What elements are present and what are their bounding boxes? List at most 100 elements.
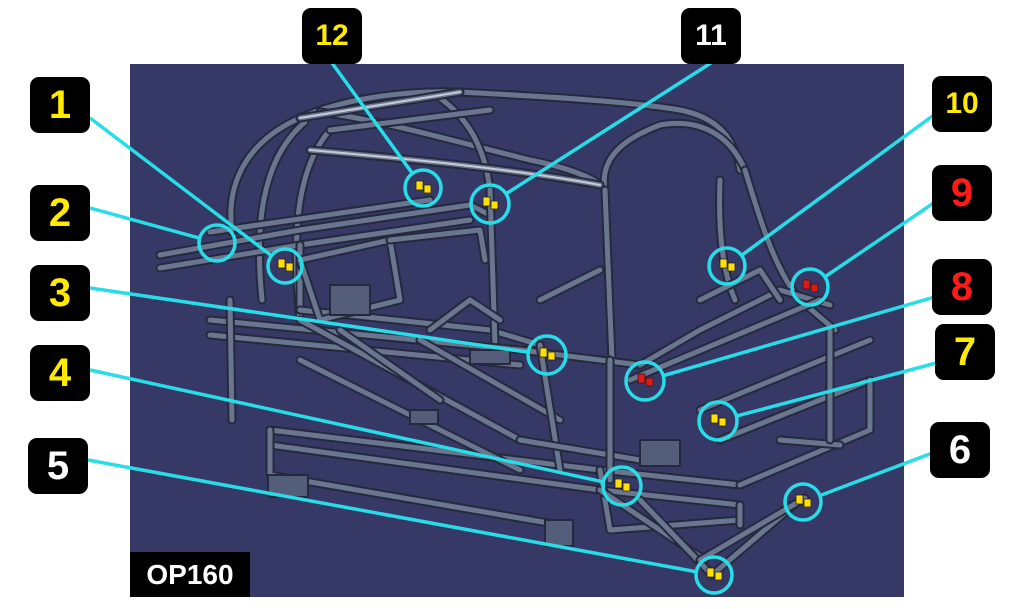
marker-12 — [415, 180, 432, 194]
frame-tube — [317, 109, 608, 193]
frame-tube — [437, 95, 493, 193]
frame-tube — [637, 287, 833, 368]
callout-circle-3 — [526, 334, 568, 376]
leader-line-8 — [662, 294, 939, 378]
marker-block — [714, 571, 723, 581]
marker-block — [802, 279, 811, 290]
marker-8 — [637, 373, 654, 387]
marker-block — [727, 262, 736, 272]
callout-badge-6: 6 — [930, 422, 990, 478]
callout-badge-10: 10 — [932, 76, 992, 132]
frame-tube — [717, 377, 873, 443]
leader-line-2 — [89, 206, 201, 240]
leader-line-11 — [505, 61, 712, 196]
marker-block — [645, 377, 654, 387]
frame-tube — [737, 377, 873, 488]
frame-tube — [157, 202, 493, 258]
frame-tube — [297, 237, 403, 323]
marker-block — [547, 351, 556, 361]
callout-badge-3: 3 — [30, 265, 90, 321]
frame-tube — [327, 107, 493, 133]
frame-tube — [627, 297, 823, 383]
frame-tube — [697, 337, 873, 413]
marker-10 — [719, 258, 736, 272]
callout-circle-8 — [624, 360, 666, 402]
callout-badge-2: 2 — [30, 185, 90, 241]
leader-line-10 — [740, 110, 940, 257]
callout-badge-9: 9 — [932, 165, 992, 221]
frame-bracket — [329, 284, 371, 316]
leader-line-1 — [88, 116, 273, 258]
marker-3 — [539, 347, 556, 361]
marker-block — [795, 494, 804, 505]
marker-block — [706, 567, 715, 578]
marker-block — [490, 200, 499, 210]
leader-line-3 — [89, 286, 529, 354]
callout-circle-6 — [783, 482, 823, 522]
frame-tube — [337, 327, 443, 403]
callout-badge-11: 11 — [681, 8, 741, 64]
callout-circle-10 — [707, 246, 747, 286]
marker-block — [277, 258, 286, 269]
leader-line-12 — [330, 61, 414, 175]
marker-block — [803, 498, 812, 508]
marker-block — [718, 417, 727, 427]
frame-highlight — [309, 149, 601, 186]
frame-bracket — [639, 439, 681, 467]
leader-line-9 — [823, 198, 939, 279]
frame-tube — [256, 119, 308, 303]
frame-tube — [387, 227, 488, 263]
frame-bracket — [409, 409, 439, 425]
marker-block — [622, 482, 631, 492]
frame-tube — [697, 267, 783, 303]
frame-tube — [207, 197, 433, 235]
leader-line-5 — [87, 458, 697, 574]
leader-line-7 — [735, 360, 941, 418]
frame-tube — [601, 121, 748, 193]
marker-block — [614, 478, 623, 489]
vehicle-frame — [155, 87, 875, 580]
callout-badge-7: 7 — [935, 324, 995, 380]
marker-block — [285, 262, 294, 272]
marker-block — [539, 347, 548, 358]
leader-lines — [87, 61, 941, 595]
callout-badge-1: 1 — [30, 77, 90, 133]
leader-line-6 — [819, 450, 936, 498]
callout-badge-8: 8 — [932, 259, 992, 315]
callout-circle-2 — [197, 223, 237, 263]
frame-bracket — [469, 349, 511, 365]
marker-block — [710, 413, 719, 424]
marker-7 — [710, 413, 727, 427]
callout-badge-4: 4 — [30, 345, 90, 401]
marker-11 — [482, 196, 499, 210]
frame-bracket — [544, 519, 574, 547]
marker-block — [637, 373, 646, 384]
frame-highlight — [299, 91, 461, 119]
frame-tube — [537, 267, 603, 303]
callout-badge-5: 5 — [28, 438, 88, 494]
operation-label: OP160 — [130, 552, 250, 597]
callout-circle-4 — [601, 465, 643, 507]
marker-block — [415, 180, 424, 191]
frame-tube — [417, 337, 563, 423]
callout-badge-12: 12 — [302, 8, 362, 64]
callout-circle-11 — [469, 183, 511, 225]
frame-tube — [427, 297, 503, 333]
callout-circle-1 — [266, 247, 304, 285]
marker-block — [810, 283, 819, 293]
marker-4 — [614, 478, 631, 492]
frame-tube — [602, 187, 615, 363]
callout-circle-5 — [694, 555, 734, 595]
marker-block — [423, 184, 432, 194]
leader-line-4 — [89, 368, 604, 484]
callout-circle-12 — [403, 168, 443, 208]
marker-6 — [795, 494, 812, 508]
marker-block — [482, 196, 491, 207]
callout-circle-9 — [790, 267, 830, 307]
frame-tube — [517, 437, 643, 463]
frame-tube — [297, 307, 543, 348]
marker-5 — [706, 567, 723, 581]
callout-circle-7 — [697, 400, 739, 442]
marker-9 — [802, 279, 819, 293]
